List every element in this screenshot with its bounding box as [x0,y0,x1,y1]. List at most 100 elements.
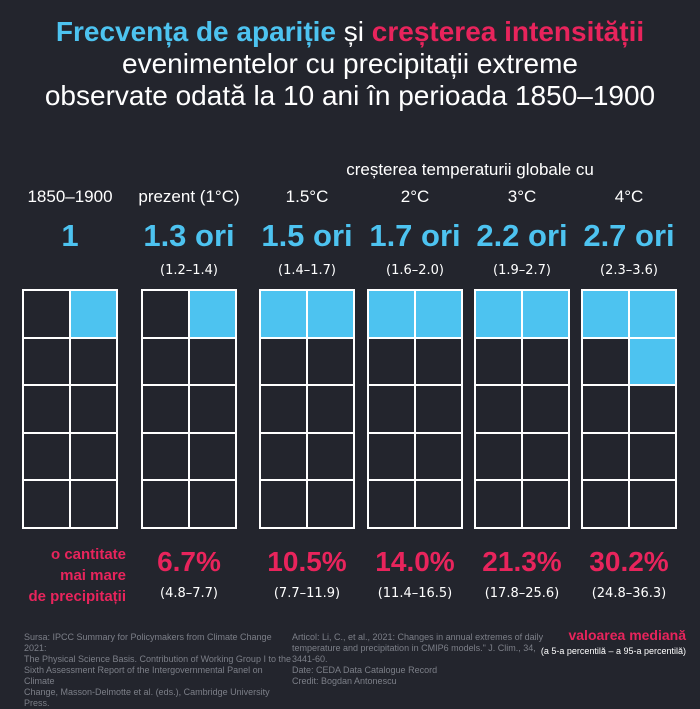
intensity-range: (24.8–36.3) [591,586,667,601]
event-cell-empty [70,337,117,386]
intensity-value: 10.5% [267,546,347,577]
event-cell-empty [189,337,236,386]
frequency-grid [367,289,463,529]
frequency-grid [581,289,677,529]
frequency-grid [259,289,355,529]
scenario-label: 2°C [400,187,430,206]
intensity-block: 30.2% (24.8–36.3) [569,545,689,603]
intensity-value: 6.7% [157,546,221,577]
event-cell-filled [260,290,307,338]
scenario-header: 4°C 2.7 ori (2.3–3.6) [569,186,689,280]
event-cell-empty [23,480,70,528]
event-cell-empty [142,480,189,528]
event-cell-empty [629,385,676,433]
event-cell-empty [189,480,236,528]
event-cell-filled [189,290,236,338]
scenario-label: prezent (1°C) [138,187,240,206]
scenario-header: prezent (1°C) 1.3 ori (1.2–1.4) [129,186,249,280]
legend-median: valoarea mediană [568,627,686,643]
frequency-range [10,262,130,280]
event-cell-empty [582,480,629,528]
source-left: Sursa: IPCC Summary for Policymakers fro… [24,632,294,709]
event-cell-empty [23,290,70,338]
title-line-2: evenimentelor cu precipitații extreme [122,48,578,79]
scenario-label: 3°C [507,187,537,206]
scenario-header: 1.5°C 1.5 ori (1.4–1.7) [247,186,367,280]
source-left-line: Sixth Assessment Report of the Intergove… [24,665,263,686]
intensity-block: 10.5% (7.7–11.9) [247,545,367,603]
frequency-value: 1 [61,218,79,253]
event-cell-empty [415,480,462,528]
event-cell-empty [415,385,462,433]
event-cell-empty [70,385,117,433]
source-right-line: Date: CEDA Data Catalogue Record [292,665,438,675]
frequency-value: 1.3 ori [143,218,235,253]
frequency-value: 1.5 ori [261,218,353,253]
event-cell-empty [142,337,189,386]
intensity-range: (7.7–11.9) [273,586,341,601]
event-cell-filled [368,290,415,338]
event-cell-empty [260,385,307,433]
event-cell-empty [260,480,307,528]
event-cell-empty [70,432,117,481]
frequency-grid [474,289,570,529]
event-cell-empty [522,385,569,433]
title-line-3: observate odată la 10 ani în perioada 18… [44,80,656,111]
event-cell-empty [70,480,117,528]
title-intensity: creșterea intensității [371,16,645,47]
frequency-grid [141,289,237,529]
event-cell-empty [307,337,354,386]
event-cell-filled [415,290,462,338]
event-cell-empty [142,432,189,481]
scenario-header: 2°C 1.7 ori (1.6–2.0) [355,186,475,280]
frequency-range: (1.6–2.0) [386,263,444,278]
frequency-value: 2.2 ori [476,218,568,253]
event-cell-empty [307,432,354,481]
source-left-line: Sursa: IPCC Summary for Policymakers fro… [24,632,272,653]
title-conjunction: și [336,16,372,47]
event-cell-empty [368,385,415,433]
source-left-line: Change, Masson-Delmotte et al. (eds.), C… [24,687,270,708]
event-cell-empty [475,385,522,433]
source-left-line: The Physical Science Basis. Contribution… [24,654,291,664]
intensity-range: (11.4–16.5) [377,586,453,601]
intensity-value: 30.2% [589,546,669,577]
frequency-value: 1.7 ori [369,218,461,253]
intensity-label-line-2: mai mare [60,567,126,584]
event-cell-empty [142,290,189,338]
event-cell-empty [23,385,70,433]
event-cell-empty [522,432,569,481]
intensity-range: (17.8–25.6) [484,586,560,601]
scenario-header: 1850–1900 1 [10,186,130,280]
title-line-1: Frecvența de apariție și creșterea inten… [0,16,700,48]
event-cell-empty [475,337,522,386]
scenario-label: 1850–1900 [27,187,113,206]
intensity-label-line-1: o cantitate [50,546,126,563]
event-cell-empty [629,432,676,481]
event-cell-empty [582,432,629,481]
event-cell-empty [522,337,569,386]
frequency-range: (2.3–3.6) [600,263,658,278]
intensity-block: 21.3% (17.8–25.6) [462,545,582,603]
event-cell-empty [368,432,415,481]
event-cell-filled [522,290,569,338]
event-cell-empty [582,337,629,386]
intensity-value: 21.3% [482,546,562,577]
event-cell-filled [629,337,676,386]
event-cell-empty [307,385,354,433]
chart-title: Frecvența de apariție și creșterea inten… [0,16,700,112]
event-cell-empty [415,337,462,386]
event-cell-empty [475,432,522,481]
event-cell-empty [307,480,354,528]
event-cell-empty [142,385,189,433]
source-right-line: Credit: Bogdan Antonescu [292,676,397,686]
intensity-label-line-3: de precipitații [28,588,126,605]
intensity-label: o cantitate mai mare de precipitații [10,544,126,607]
intensity-block: 14.0% (11.4–16.5) [355,545,475,603]
legend: valoarea mediană (a 5-a percentilă – a 9… [541,627,686,656]
event-cell-empty [189,385,236,433]
event-cell-filled [475,290,522,338]
source-right-line: temperature and precipitation in CMIP6 m… [292,643,536,664]
event-cell-empty [23,432,70,481]
warming-subheading: creșterea temperaturii globale cu [346,160,594,179]
